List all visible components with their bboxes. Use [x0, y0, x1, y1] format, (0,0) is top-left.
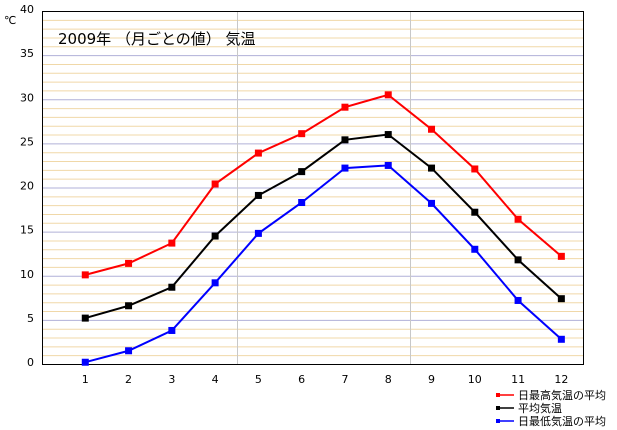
data-point	[298, 130, 306, 138]
series-line	[85, 93, 563, 276]
y-tick-label: 30	[20, 91, 34, 104]
data-point	[81, 314, 89, 322]
data-point	[211, 279, 219, 287]
data-point	[384, 131, 392, 139]
y-tick-label: 35	[20, 47, 34, 60]
x-tick-label: 12	[554, 373, 568, 386]
data-point	[168, 283, 176, 291]
x-tick-label: 6	[298, 373, 305, 386]
data-point	[428, 164, 436, 172]
data-point	[514, 296, 522, 304]
legend-label: 平均気温	[518, 401, 562, 415]
plot-border	[42, 11, 584, 365]
data-point	[514, 256, 522, 264]
x-tick-label: 11	[511, 373, 525, 386]
data-point	[254, 229, 262, 237]
data-point	[298, 199, 306, 207]
x-tick-label: 2	[125, 373, 132, 386]
data-point	[514, 215, 522, 223]
data-point	[384, 161, 392, 169]
data-point	[211, 180, 219, 188]
data-point	[471, 208, 479, 216]
y-tick-label: 20	[20, 180, 34, 193]
legend-label: 日最低気温の平均	[518, 414, 606, 428]
y-tick-label: 40	[20, 3, 34, 16]
series-1	[81, 91, 565, 279]
data-point	[428, 125, 436, 133]
x-tick-label: 1	[82, 373, 89, 386]
data-point	[81, 358, 89, 366]
data-point	[428, 199, 436, 207]
x-tick-label: 4	[212, 373, 219, 386]
data-point	[471, 165, 479, 173]
series-layer	[81, 91, 565, 366]
data-point	[254, 191, 262, 199]
y-axis-ticks: 0 5 10 15 20 25 30 35 40	[20, 3, 34, 369]
data-point	[168, 326, 176, 334]
data-point	[471, 245, 479, 253]
x-tick-label: 10	[468, 373, 482, 386]
series-2	[81, 131, 565, 322]
legend-swatch-marker	[496, 419, 500, 423]
data-point	[81, 271, 89, 279]
legend-label: 日最高気温の平均	[518, 388, 606, 402]
legend-swatch-marker	[496, 406, 500, 410]
data-point	[557, 295, 565, 303]
x-tick-label: 5	[255, 373, 262, 386]
data-point	[557, 252, 565, 260]
data-point	[298, 168, 306, 176]
y-tick-label: 5	[27, 312, 34, 325]
data-point	[168, 239, 176, 247]
data-point	[125, 302, 133, 310]
legend-item: 平均気温	[496, 401, 562, 415]
data-point	[341, 164, 349, 172]
y-tick-label: 25	[20, 135, 34, 148]
x-tick-label: 8	[385, 373, 392, 386]
data-point	[341, 136, 349, 144]
chart-title: 2009年 （月ごとの値） 気温	[58, 30, 256, 48]
y-axis-unit-label: ℃	[4, 14, 16, 27]
x-tick-label: 9	[428, 373, 435, 386]
data-point	[125, 259, 133, 267]
data-point	[211, 232, 219, 240]
legend-swatch-marker	[496, 393, 500, 397]
y-tick-label: 0	[27, 356, 34, 369]
legend-item: 日最高気温の平均	[496, 388, 606, 402]
y-tick-label: 15	[20, 224, 34, 237]
x-tick-label: 3	[168, 373, 175, 386]
data-point	[125, 347, 133, 355]
data-point	[341, 103, 349, 111]
legend-item: 日最低気温の平均	[496, 414, 606, 428]
series-3	[81, 161, 565, 366]
series-line	[85, 133, 563, 320]
minor-gridlines	[42, 19, 583, 357]
x-axis-ticks: 1 2 3 4 5 6 7 8 9 10 11 12	[82, 373, 569, 386]
data-point	[254, 149, 262, 157]
data-point	[384, 91, 392, 99]
y-tick-label: 10	[20, 268, 34, 281]
data-point	[557, 335, 565, 343]
x-tick-label: 7	[341, 373, 348, 386]
series-line	[85, 164, 563, 364]
